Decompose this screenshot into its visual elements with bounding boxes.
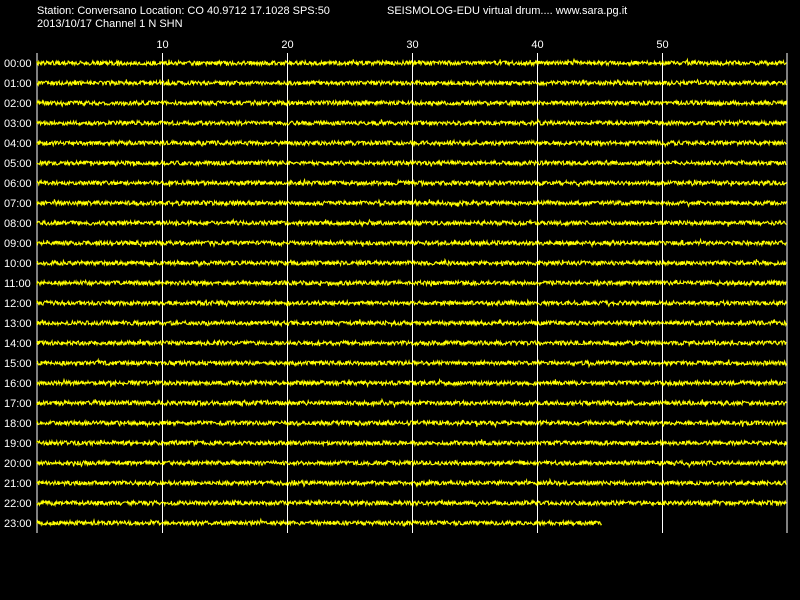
trace-hour-2000	[36, 458, 787, 469]
trace-hour-1700	[36, 397, 787, 409]
date-channel-info: 2013/10/17 Channel 1 N SHN	[37, 18, 183, 30]
hour-label: 14:00	[4, 338, 32, 350]
trace-hour-0400	[36, 138, 787, 149]
hour-label: 03:00	[4, 118, 32, 130]
trace-hour-0100	[36, 78, 787, 88]
hour-label: 21:00	[4, 478, 32, 490]
hour-label: 18:00	[4, 418, 32, 430]
trace-hour-0900	[36, 237, 787, 249]
x-tick-label: 40	[531, 39, 543, 51]
trace-hour-1200	[36, 298, 787, 308]
hour-label: 01:00	[4, 78, 32, 90]
hour-label: 05:00	[4, 158, 32, 170]
hour-label: 10:00	[4, 258, 32, 270]
x-tick-label: 50	[656, 39, 668, 51]
trace-hour-0500	[36, 158, 787, 168]
trace-hour-2200	[36, 498, 787, 508]
trace-hour-1100	[36, 278, 787, 288]
hour-label: 02:00	[4, 98, 32, 110]
hour-label: 20:00	[4, 458, 32, 470]
trace-hour-0700	[36, 198, 787, 208]
trace-hour-1000	[36, 257, 787, 268]
hour-label: 11:00	[4, 278, 31, 290]
hour-label: 06:00	[4, 178, 32, 190]
hour-label: 13:00	[4, 318, 32, 330]
hour-label: 15:00	[4, 358, 32, 370]
hour-label: 12:00	[4, 298, 32, 310]
hour-label: 17:00	[4, 398, 32, 410]
trace-hour-0600	[36, 177, 787, 188]
hour-label: 16:00	[4, 378, 32, 390]
trace-hour-0300	[36, 117, 787, 128]
hour-label: 23:00	[4, 518, 32, 530]
trace-hour-1500	[36, 357, 787, 369]
trace-hour-1600	[36, 377, 787, 389]
trace-hour-1300	[36, 318, 787, 328]
trace-hour-2100	[36, 477, 787, 489]
trace-hour-0200	[36, 98, 787, 108]
hour-label: 09:00	[4, 238, 32, 250]
hour-label: 08:00	[4, 218, 32, 230]
hour-label: 19:00	[4, 438, 32, 450]
hour-label: 00:00	[4, 58, 32, 70]
trace-hour-1800	[36, 418, 787, 429]
trace-hour-1400	[36, 338, 787, 348]
x-tick-label: 10	[156, 39, 168, 51]
hour-label: 07:00	[4, 198, 32, 210]
credit-text: SEISMOLOG-EDU virtual drum.... www.sara.…	[387, 5, 628, 17]
trace-hour-1900	[36, 438, 787, 448]
x-tick-label: 20	[281, 39, 293, 51]
station-info: Station: Conversano Location: CO 40.9712…	[37, 5, 330, 17]
hour-label: 04:00	[4, 138, 32, 150]
trace-hour-2300	[36, 517, 603, 528]
hour-label: 22:00	[4, 498, 32, 510]
x-tick-label: 30	[406, 39, 418, 51]
trace-hour-0800	[36, 218, 787, 228]
trace-hour-0000	[36, 57, 787, 68]
